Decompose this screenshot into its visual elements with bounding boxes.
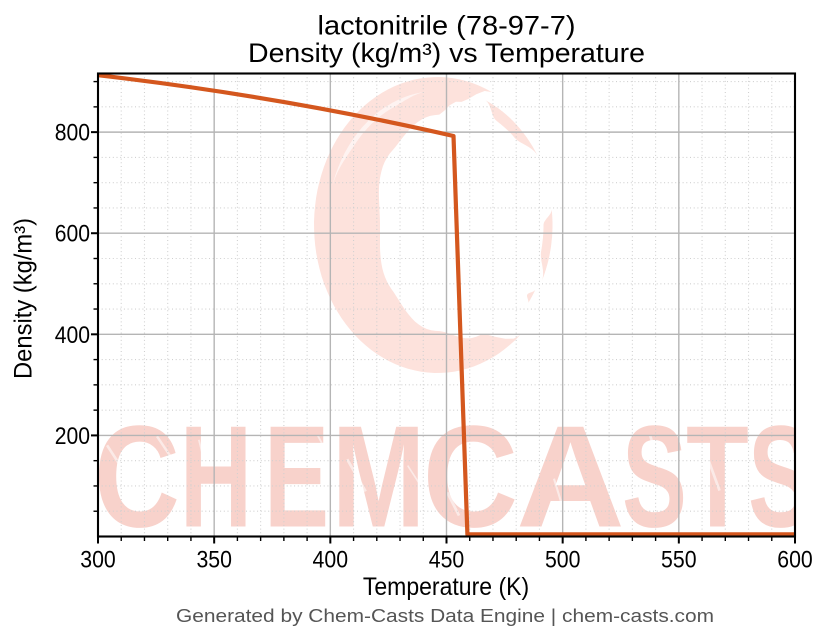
svg-text:Temperature (K): Temperature (K) xyxy=(363,573,529,601)
svg-text:Density (kg/m³): Density (kg/m³) xyxy=(10,218,38,379)
svg-text:300: 300 xyxy=(80,546,116,573)
svg-text:lactonitrile (78-97-7): lactonitrile (78-97-7) xyxy=(318,11,576,41)
svg-text:Density (kg/m³) vs Temperature: Density (kg/m³) vs Temperature xyxy=(248,38,645,68)
svg-text:C: C xyxy=(94,396,180,558)
svg-text:A: A xyxy=(516,396,625,558)
svg-text:200: 200 xyxy=(55,423,90,450)
svg-text:600: 600 xyxy=(55,221,90,248)
svg-text:600: 600 xyxy=(777,546,813,573)
svg-text:500: 500 xyxy=(545,546,581,573)
svg-text:550: 550 xyxy=(661,546,697,573)
svg-text:400: 400 xyxy=(313,546,349,573)
svg-text:T: T xyxy=(686,396,749,558)
svg-text:450: 450 xyxy=(429,546,465,573)
svg-text:350: 350 xyxy=(196,546,232,573)
svg-text:800: 800 xyxy=(55,120,90,147)
svg-text:M: M xyxy=(332,396,426,558)
svg-text:Generated by Chem-Casts Data E: Generated by Chem-Casts Data Engine | ch… xyxy=(176,605,714,626)
svg-text:E: E xyxy=(264,396,329,558)
svg-text:400: 400 xyxy=(55,322,90,349)
svg-text:H: H xyxy=(180,396,253,558)
svg-text:C: C xyxy=(423,396,519,558)
